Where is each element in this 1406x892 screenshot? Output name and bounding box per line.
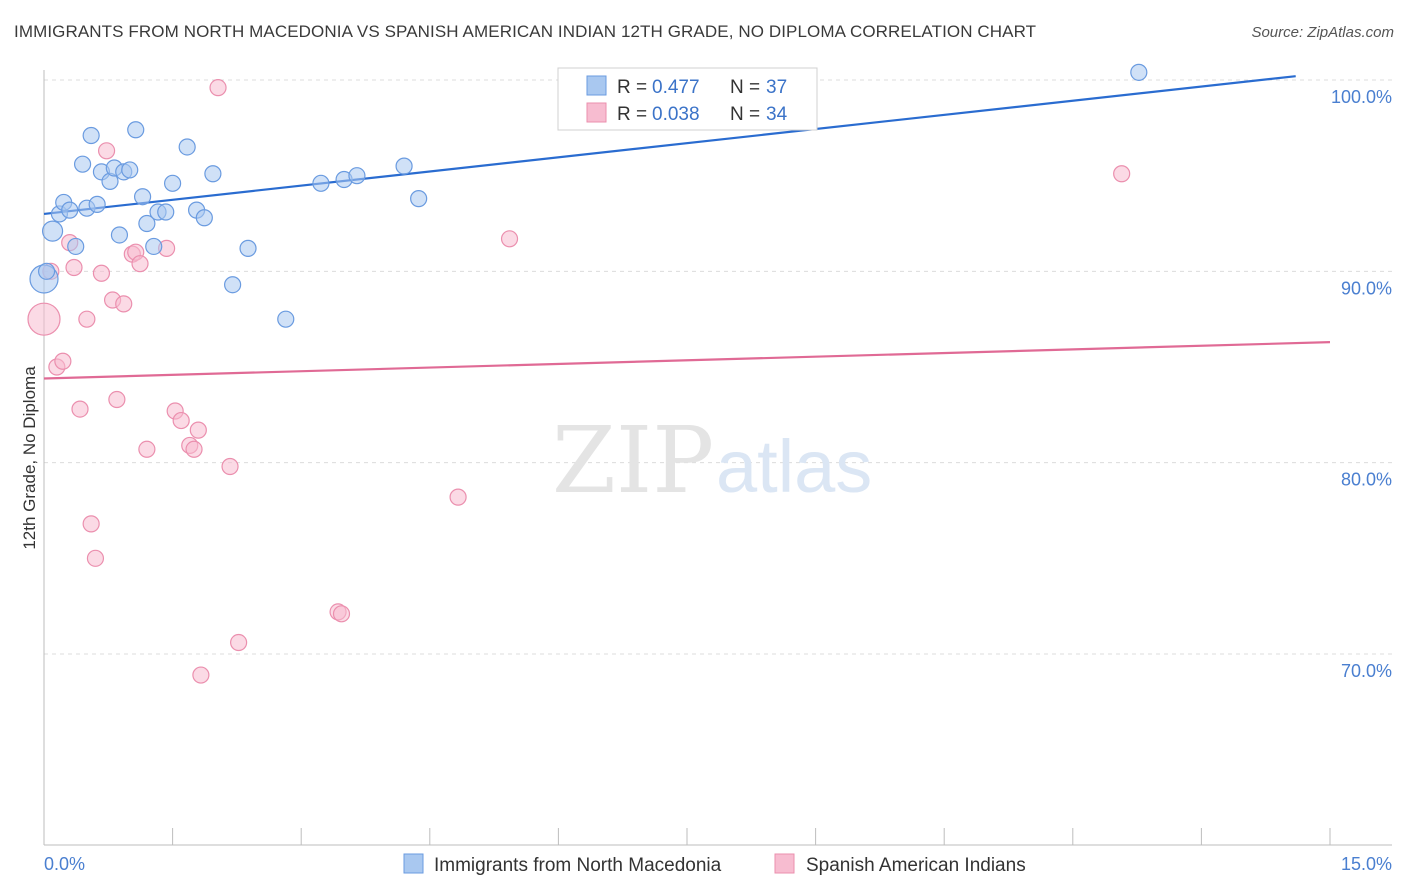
gridlines: [44, 79, 1392, 655]
point-north-macedonia: [164, 174, 182, 192]
trend-line-spanish-american-indian: [43, 341, 1331, 380]
point-north-macedonia: [133, 188, 152, 206]
series-legend-swatch-pink: [774, 853, 795, 874]
point-north-macedonia: [138, 214, 156, 233]
point-spanish-american-indian: [27, 302, 61, 336]
point-spanish-american-indian: [108, 390, 126, 409]
legend-swatch-blue: [586, 75, 607, 96]
stats-legend: R = 0.477 N = 37 R = 0.038 N = 34: [557, 67, 818, 131]
point-spanish-american-indian: [131, 255, 149, 273]
point-north-macedonia: [41, 220, 64, 242]
point-spanish-american-indian: [449, 488, 467, 506]
point-north-macedonia: [88, 195, 106, 213]
point-spanish-american-indian: [192, 666, 210, 684]
point-north-macedonia: [178, 138, 196, 156]
legend-r-value-2: 0.038: [652, 104, 700, 125]
chart-title: IMMIGRANTS FROM NORTH MACEDONIA VS SPANI…: [14, 22, 1037, 41]
y-tick-label: 70.0%: [1341, 661, 1392, 681]
legend-swatch-pink: [586, 102, 607, 123]
legend-n-label-1: N =: [730, 77, 760, 98]
point-north-macedonia: [121, 161, 139, 179]
series-legend: Immigrants from North Macedonia Spanish …: [403, 853, 1026, 876]
point-north-macedonia: [73, 155, 92, 173]
point-spanish-american-indian: [138, 440, 156, 458]
legend-r-label-2: R =: [617, 104, 647, 125]
point-north-macedonia: [224, 276, 242, 294]
y-axis-label: 12th Grade, No Diploma: [20, 366, 39, 550]
x-tick-labels: 0.0% 15.0%: [44, 854, 1392, 874]
point-north-macedonia: [204, 165, 222, 183]
point-spanish-american-indian: [500, 230, 519, 248]
source-label: Source: ZipAtlas.com: [1251, 24, 1394, 41]
point-spanish-american-indian: [82, 515, 100, 533]
y-tick-label: 80.0%: [1341, 470, 1392, 490]
point-spanish-american-indian: [65, 258, 83, 277]
point-north-macedonia: [1130, 63, 1148, 81]
point-spanish-american-indian: [189, 421, 207, 439]
series-legend-label-blue: Immigrants from North Macedonia: [434, 855, 722, 876]
point-spanish-american-indian: [71, 400, 89, 418]
point-spanish-american-indian: [86, 549, 105, 567]
point-north-macedonia: [410, 190, 428, 208]
point-north-macedonia: [110, 226, 129, 244]
point-spanish-american-indian: [185, 440, 203, 458]
point-spanish-american-indian: [54, 352, 72, 370]
watermark-atlas: atlas: [716, 425, 872, 508]
point-spanish-american-indian: [115, 295, 133, 313]
point-north-macedonia: [239, 239, 257, 257]
point-north-macedonia: [127, 121, 145, 139]
legend-n-label-2: N =: [730, 104, 760, 125]
point-north-macedonia: [277, 310, 295, 328]
point-spanish-american-indian: [78, 310, 96, 328]
point-north-macedonia: [348, 167, 366, 185]
point-spanish-american-indian: [172, 411, 190, 430]
trend-lines: [43, 75, 1331, 380]
legend-r-label-1: R =: [617, 77, 647, 98]
y-tick-label: 90.0%: [1341, 278, 1392, 298]
point-north-macedonia: [37, 262, 56, 280]
point-north-macedonia: [61, 201, 79, 219]
point-north-macedonia: [82, 126, 100, 145]
legend-n-value-2: 34: [766, 104, 788, 125]
point-spanish-american-indian: [221, 457, 239, 476]
legend-r-value-1: 0.477: [652, 77, 700, 98]
y-tick-label: 100.0%: [1331, 87, 1392, 107]
series-legend-swatch-blue: [403, 853, 424, 874]
x-tick-label: 0.0%: [44, 854, 85, 874]
point-north-macedonia: [145, 237, 163, 256]
point-north-macedonia: [157, 203, 175, 221]
point-north-macedonia: [395, 157, 413, 175]
y-tick-labels: 70.0% 80.0% 90.0% 100.0%: [1331, 87, 1392, 681]
point-spanish-american-indian: [230, 633, 248, 652]
watermark-zip: ZIP: [552, 407, 714, 514]
x-tick-label: 15.0%: [1341, 854, 1392, 874]
point-north-macedonia: [67, 237, 85, 256]
point-north-macedonia: [195, 209, 213, 227]
point-spanish-american-indian: [209, 79, 227, 97]
point-north-macedonia: [312, 174, 330, 192]
watermark: ZIP atlas: [552, 407, 872, 514]
series-legend-label-pink: Spanish American Indians: [806, 855, 1026, 876]
trend-line-north-macedonia: [43, 75, 1296, 216]
axes: [43, 70, 1392, 846]
point-spanish-american-indian: [1113, 165, 1131, 183]
data-points: [27, 63, 1148, 684]
point-spanish-american-indian: [92, 264, 111, 282]
point-spanish-american-indian: [332, 605, 351, 623]
point-spanish-american-indian: [97, 142, 116, 160]
legend-n-value-1: 37: [766, 77, 787, 98]
